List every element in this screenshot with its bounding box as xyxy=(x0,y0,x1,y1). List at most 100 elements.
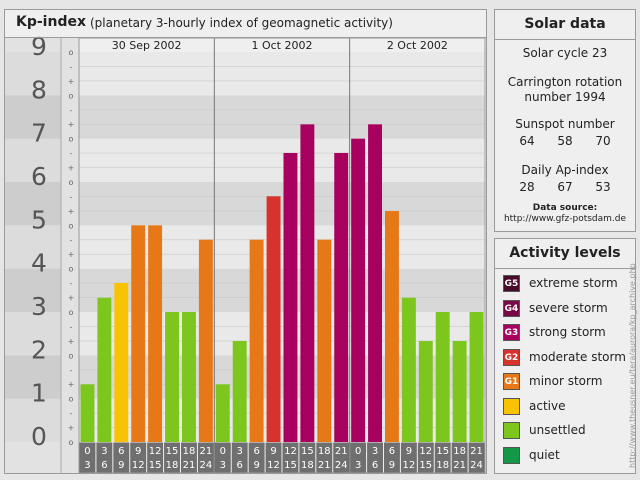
kp-bar xyxy=(385,211,399,442)
sunspot-label: Sunspot number xyxy=(515,117,615,131)
grid-band xyxy=(79,182,485,226)
carrington-line-2: number 1994 xyxy=(524,90,606,104)
y-label-band xyxy=(5,52,61,96)
minor-tick-mark: + xyxy=(68,120,75,129)
interval-end-label: 9 xyxy=(389,460,395,471)
minor-tick-mark: o xyxy=(69,221,74,230)
grid-band xyxy=(79,355,485,399)
minor-tick-mark: - xyxy=(70,106,73,115)
ap-index-value: 67 xyxy=(557,180,573,194)
sunspot-value: 64 xyxy=(519,134,535,148)
grid-band xyxy=(79,225,485,269)
minor-tick-mark: o xyxy=(69,395,74,404)
minor-tick-mark: - xyxy=(70,236,73,245)
interval-start-label: 18 xyxy=(318,446,331,457)
minor-tick-mark: - xyxy=(70,149,73,158)
minor-tick-mark: + xyxy=(68,380,75,389)
minor-tick-mark: - xyxy=(70,62,73,71)
legend-swatch: G2 xyxy=(503,348,520,366)
minor-tick-mark: o xyxy=(69,178,74,187)
interval-end-label: 15 xyxy=(149,460,162,471)
y-label-band xyxy=(5,95,61,139)
interval-cell xyxy=(299,442,316,473)
kp-bar xyxy=(452,341,467,442)
interval-end-label: 12 xyxy=(403,460,416,471)
kp-bar xyxy=(249,239,264,442)
interval-start-label: 12 xyxy=(419,446,432,457)
interval-start-label: 6 xyxy=(118,446,124,457)
interval-end-label: 18 xyxy=(436,460,449,471)
interval-end-label: 6 xyxy=(372,460,378,471)
interval-cell xyxy=(384,442,400,473)
minor-tick-mark: o xyxy=(69,438,74,447)
legend-label: severe storm xyxy=(529,300,608,315)
kp-bar xyxy=(131,225,146,442)
minor-tick-mark: o xyxy=(69,265,74,274)
interval-cell xyxy=(147,442,164,473)
interval-end-label: 12 xyxy=(132,460,145,471)
interval-cell xyxy=(96,442,113,473)
interval-end-label: 18 xyxy=(166,460,179,471)
interval-end-label: 15 xyxy=(419,460,432,471)
y-tick-label: 2 xyxy=(31,335,47,364)
minor-tick-mark: + xyxy=(68,164,75,173)
kp-bar xyxy=(368,124,382,442)
interval-cell xyxy=(367,442,383,473)
legend-swatch xyxy=(503,397,520,415)
chart-header: Kp-index (planetary 3-hourly index of ge… xyxy=(5,10,486,38)
interval-start-label: 15 xyxy=(166,446,179,457)
ap-index-label: Daily Ap-index xyxy=(521,163,609,177)
chart-title: Kp-index xyxy=(16,14,86,30)
y-label-band xyxy=(5,268,61,312)
kp-bar xyxy=(469,312,484,442)
plot-border xyxy=(78,37,486,473)
interval-cell xyxy=(451,442,468,473)
kp-bar xyxy=(300,124,315,442)
interval-start-label: 15 xyxy=(436,446,449,457)
kp-bar xyxy=(266,196,281,442)
legend-swatch xyxy=(503,422,520,439)
interval-cell xyxy=(400,442,417,473)
y-tick-label: 9 xyxy=(31,32,47,61)
legend-swatch xyxy=(503,446,520,464)
sunspot-values: 64 58 70 xyxy=(495,134,635,149)
minor-tick-mark: + xyxy=(68,294,75,303)
interval-start-label: 18 xyxy=(453,446,466,457)
data-source-link[interactable]: http://www.gfz-potsdam.de xyxy=(503,214,627,224)
interval-end-label: 21 xyxy=(318,460,331,471)
ap-index-values: 28 67 53 xyxy=(495,180,635,195)
solar-data-title: Solar data xyxy=(495,10,635,40)
interval-cell xyxy=(231,442,248,473)
interval-cell xyxy=(113,442,130,473)
interval-start-label: 12 xyxy=(149,446,162,457)
kp-bar xyxy=(165,312,179,442)
minor-tick-mark: + xyxy=(68,77,75,86)
kp-bar xyxy=(198,239,213,442)
grid-band xyxy=(79,138,485,182)
interval-end-label: 12 xyxy=(267,460,280,471)
interval-start-label: 3 xyxy=(372,446,378,457)
minor-tick-mark: + xyxy=(68,337,75,346)
interval-start-label: 18 xyxy=(183,446,196,457)
source-watermark: http://www.theusner.eu/tera/aurora/kp_ar… xyxy=(628,263,637,468)
interval-start-label: 6 xyxy=(253,446,259,457)
kp-bar xyxy=(401,297,416,442)
kp-bar xyxy=(215,384,230,442)
interval-end-label: 3 xyxy=(220,460,226,471)
sunspot-value: 70 xyxy=(595,134,611,148)
y-tick-label: 0 xyxy=(31,422,47,451)
legend-label: extreme storm xyxy=(529,276,618,290)
minor-tick-mark: o xyxy=(69,135,74,144)
grid-band xyxy=(79,95,485,139)
interval-cell xyxy=(181,442,197,473)
kp-bar xyxy=(182,312,196,442)
interval-end-label: 18 xyxy=(301,460,314,471)
y-tick-label: 4 xyxy=(31,249,47,278)
legend-swatch: G5 xyxy=(503,275,520,292)
interval-cell xyxy=(197,442,214,473)
interval-end-label: 3 xyxy=(84,460,90,471)
interval-start-label: 0 xyxy=(355,446,361,457)
y-label-band xyxy=(5,398,61,442)
interval-cell xyxy=(333,442,350,473)
legend-label: quiet xyxy=(529,447,560,462)
